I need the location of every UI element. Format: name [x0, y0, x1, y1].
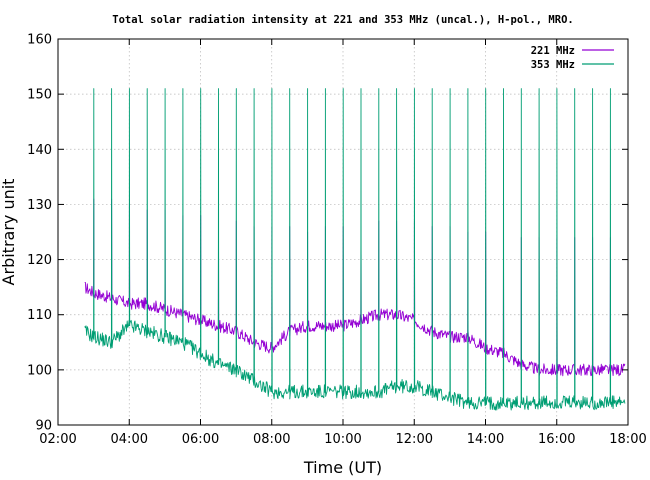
plot-series: [84, 88, 626, 411]
x-tick-label: 12:00: [396, 432, 433, 447]
y-axis-label: Arbitrary unit: [0, 179, 18, 286]
x-tick-label: 18:00: [609, 432, 646, 447]
y-tick-label: 120: [27, 253, 52, 268]
y-tick-label: 160: [27, 33, 52, 48]
y-tick-label: 90: [35, 419, 52, 434]
legend: 221 MHz 353 MHz: [531, 45, 614, 71]
legend-label-221: 221 MHz: [531, 45, 575, 57]
x-tick-label: 16:00: [538, 432, 575, 447]
series-line-353-mhz: [84, 88, 626, 411]
y-tick-label: 140: [27, 143, 52, 158]
legend-label-353: 353 MHz: [531, 59, 575, 71]
x-tick-label: 04:00: [111, 432, 148, 447]
series-line-221-mhz: [84, 198, 626, 377]
x-tick-label: 06:00: [182, 432, 219, 447]
x-axis-label: Time (UT): [303, 458, 382, 477]
x-tick-label: 14:00: [467, 432, 504, 447]
y-tick-label: 150: [27, 88, 52, 103]
y-tick-label: 110: [27, 308, 52, 323]
x-tick-label: 10:00: [324, 432, 361, 447]
chart-title: Total solar radiation intensity at 221 a…: [112, 14, 573, 26]
y-tick-label: 100: [27, 363, 52, 378]
y-tick-label: 130: [27, 198, 52, 213]
tick-labels: 02:00 04:00 06:00 08:00 10:00 12:00 14:00 16:00…: [27, 33, 647, 448]
x-tick-label: 08:00: [253, 432, 290, 447]
x-tick-label: 02:00: [39, 432, 76, 447]
